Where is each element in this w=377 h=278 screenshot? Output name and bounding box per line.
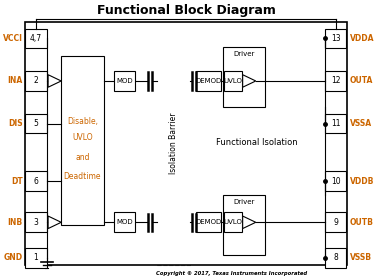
Text: GND: GND	[3, 254, 23, 262]
Text: Deadtime: Deadtime	[64, 172, 101, 181]
Text: 11: 11	[331, 119, 340, 128]
Text: 12: 12	[331, 76, 340, 85]
Text: DEMOD: DEMOD	[195, 219, 222, 225]
Bar	[223, 195, 265, 255]
Text: UVLO: UVLO	[223, 78, 242, 84]
Bar	[25, 171, 47, 191]
Text: 3: 3	[34, 218, 38, 227]
Text: VSSB: VSSB	[350, 254, 372, 262]
Text: Driver: Driver	[233, 199, 255, 205]
Text: DEMOD: DEMOD	[195, 78, 222, 84]
Bar	[325, 71, 346, 91]
Text: VCCI: VCCI	[3, 34, 23, 43]
Bar	[325, 248, 346, 268]
Bar	[25, 29, 47, 48]
Text: Functional Isolation: Functional Isolation	[216, 138, 297, 147]
Bar	[113, 71, 135, 91]
Bar	[113, 212, 135, 232]
Text: Functional Block Diagram: Functional Block Diagram	[97, 4, 276, 18]
Text: DIS: DIS	[8, 119, 23, 128]
Text: 5: 5	[34, 119, 38, 128]
Text: UVLO: UVLO	[72, 133, 93, 142]
Bar	[25, 212, 47, 232]
Text: 1: 1	[34, 254, 38, 262]
Text: INB: INB	[8, 218, 23, 227]
Bar	[61, 56, 104, 225]
Text: VDDA: VDDA	[350, 34, 374, 43]
Bar	[325, 114, 346, 133]
Polygon shape	[243, 216, 256, 229]
Bar	[196, 212, 221, 232]
Bar	[25, 248, 47, 268]
Bar	[223, 47, 265, 107]
Text: MOD: MOD	[116, 78, 133, 84]
Bar	[157, 22, 190, 265]
Bar	[325, 171, 346, 191]
Text: OUTB: OUTB	[350, 218, 374, 227]
Text: UVLO: UVLO	[223, 219, 242, 225]
Text: 8: 8	[333, 254, 338, 262]
Text: VSSA: VSSA	[350, 119, 372, 128]
Bar	[325, 29, 346, 48]
Bar	[325, 212, 346, 232]
Bar	[25, 71, 47, 91]
Text: Isolation Barrier: Isolation Barrier	[169, 113, 178, 174]
Text: INA: INA	[8, 76, 23, 85]
Text: VDDB: VDDB	[350, 177, 374, 186]
Text: DT: DT	[11, 177, 23, 186]
Bar	[25, 22, 347, 265]
Text: 10: 10	[331, 177, 340, 186]
Bar	[196, 71, 221, 91]
Polygon shape	[243, 75, 256, 87]
Bar	[25, 114, 47, 133]
Text: 13: 13	[331, 34, 340, 43]
Polygon shape	[48, 216, 61, 229]
Bar	[192, 108, 322, 176]
Text: 4,7: 4,7	[30, 34, 42, 43]
Text: 6: 6	[34, 177, 38, 186]
Text: MOD: MOD	[116, 219, 133, 225]
Bar	[224, 212, 242, 232]
Text: Driver: Driver	[233, 51, 255, 56]
Text: Copyright © 2017, Texas Instruments Incorporated: Copyright © 2017, Texas Instruments Inco…	[156, 271, 307, 276]
Polygon shape	[48, 75, 61, 87]
Text: Disable,: Disable,	[67, 117, 98, 126]
Bar	[224, 71, 242, 91]
Text: OUTA: OUTA	[350, 76, 373, 85]
Text: and: and	[75, 153, 90, 162]
Text: 2: 2	[34, 76, 38, 85]
Text: 9: 9	[333, 218, 338, 227]
